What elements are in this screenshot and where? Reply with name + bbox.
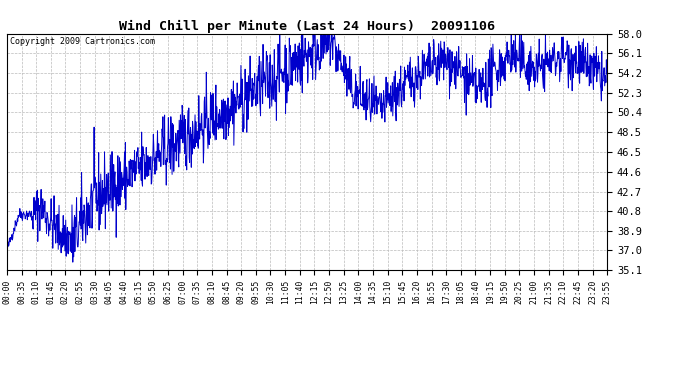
Text: Copyright 2009 Cartronics.com: Copyright 2009 Cartronics.com <box>10 37 155 46</box>
Title: Wind Chill per Minute (Last 24 Hours)  20091106: Wind Chill per Minute (Last 24 Hours) 20… <box>119 20 495 33</box>
